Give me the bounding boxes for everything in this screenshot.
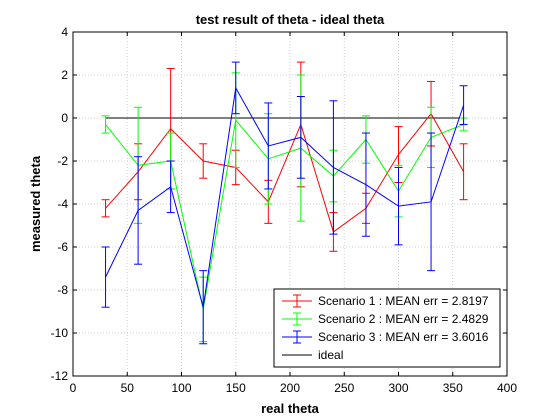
x-tick-label: 400 (497, 381, 517, 395)
y-tick-labels: -12 -10 -8 -6 -4 -2 0 2 4 (51, 25, 69, 383)
series-line (105, 86, 465, 308)
y-tick-label: -2 (57, 154, 68, 168)
series-layer (101, 61, 468, 345)
y-tick-label: -12 (51, 369, 69, 383)
x-tick-label: 250 (334, 381, 354, 395)
legend: Scenario 1 : MEAN err = 2.8197 Scenario 2… (273, 288, 501, 368)
x-tick-label: 200 (280, 381, 300, 395)
x-tick-label: 100 (171, 381, 191, 395)
x-tick-label: 150 (226, 381, 246, 395)
legend-item: Scenario 3 : MEAN err = 3.6016 (282, 330, 489, 344)
tick-marks (72, 31, 508, 377)
chart-title: test result of theta - ideal theta (196, 12, 385, 27)
x-tick-label: 50 (121, 381, 135, 395)
legend-label: Scenario 3 : MEAN err = 3.6016 (318, 330, 489, 344)
legend-box (273, 288, 501, 368)
legend-label: Scenario 1 : MEAN err = 2.8197 (318, 294, 489, 308)
y-tick-label: -8 (57, 283, 68, 297)
x-tick-label: 0 (70, 381, 77, 395)
legend-item: Scenario 2 : MEAN err = 2.4829 (282, 312, 489, 326)
legend-item: Scenario 1 : MEAN err = 2.8197 (282, 294, 489, 308)
y-axis-label: measured theta (28, 155, 43, 252)
series-line (105, 119, 464, 310)
series-line (105, 112, 465, 233)
y-tick-label: -4 (57, 197, 68, 211)
legend-label: Scenario 2 : MEAN err = 2.4829 (318, 312, 489, 326)
x-tick-label: 350 (443, 381, 463, 395)
y-tick-label: -10 (51, 326, 69, 340)
legend-item: ideal (282, 348, 343, 362)
x-axis-label: real theta (261, 401, 320, 416)
x-tick-labels: 0 50 100 150 200 250 300 350 400 (70, 381, 518, 395)
legend-label: ideal (318, 348, 343, 362)
y-tick-label: -6 (57, 240, 68, 254)
y-tick-label: 2 (61, 68, 68, 82)
y-tick-label: 0 (61, 111, 68, 125)
y-tick-label: 4 (61, 25, 68, 39)
x-tick-label: 300 (388, 381, 408, 395)
series-3 (101, 61, 468, 345)
